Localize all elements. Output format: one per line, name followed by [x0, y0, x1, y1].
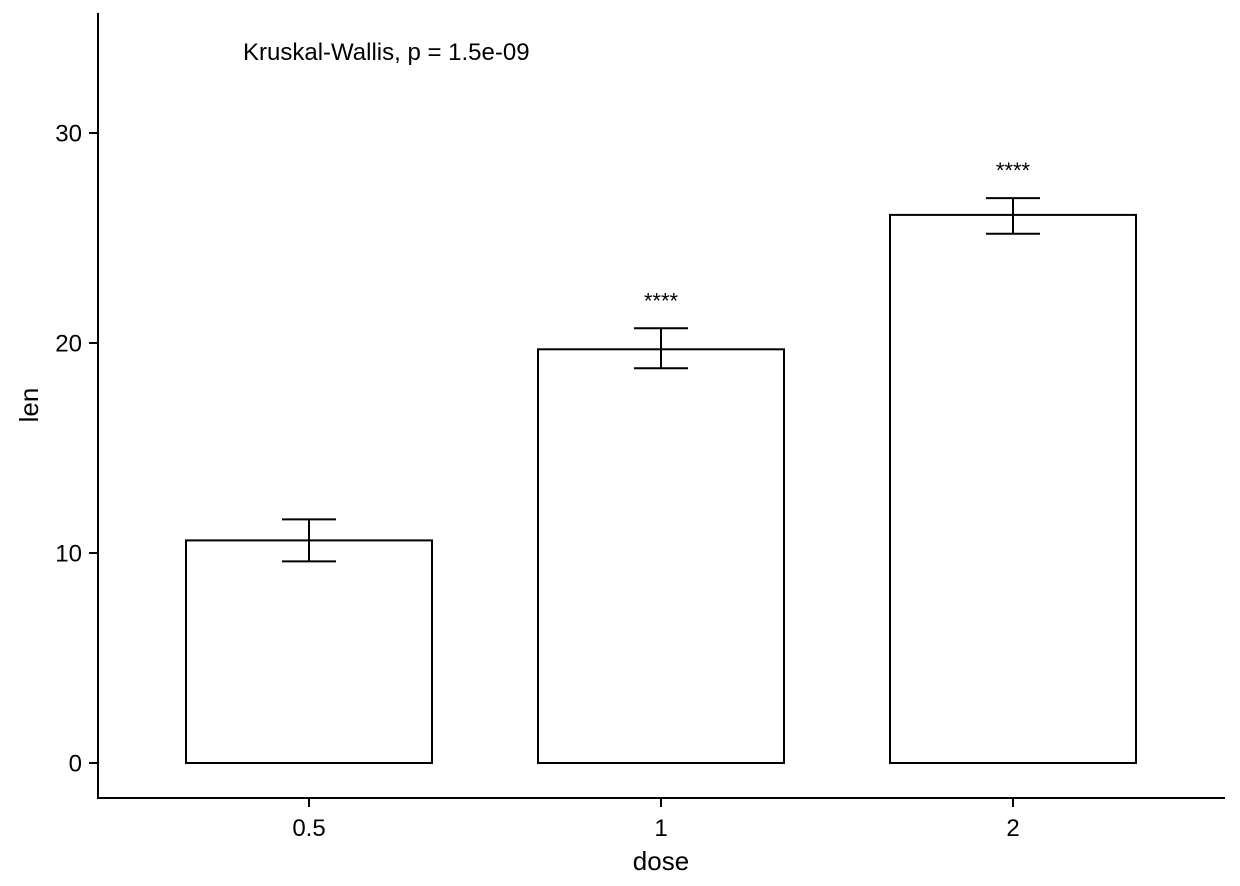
- y-tick-label: 20: [55, 331, 82, 358]
- x-tick-label: 2: [1006, 815, 1019, 842]
- bar: [185, 539, 433, 765]
- y-tick-label: 10: [55, 541, 82, 568]
- significance-label: ****: [996, 158, 1031, 183]
- x-tick-label: 0.5: [292, 815, 325, 842]
- x-axis-title: dose: [633, 846, 689, 876]
- bar: [889, 213, 1137, 764]
- significance-label: ****: [644, 288, 679, 313]
- y-axis-title: len: [14, 388, 44, 423]
- y-tick-label: 0: [69, 751, 82, 778]
- bar: [537, 348, 785, 764]
- x-tick-label: 1: [654, 815, 667, 842]
- plot-area: 0 10 20 30 0.5 **** 1 **** 2: [55, 121, 1137, 842]
- kruskal-wallis-annotation: Kruskal-Wallis, p = 1.5e-09: [243, 39, 530, 66]
- y-tick-label: 30: [55, 121, 82, 148]
